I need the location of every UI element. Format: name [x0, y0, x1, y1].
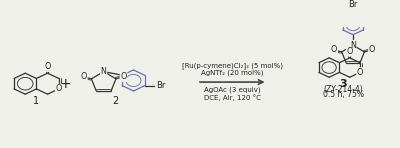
Text: O: O — [357, 68, 363, 77]
Text: O: O — [346, 47, 353, 56]
Text: AgNTf₂ (20 mol%): AgNTf₂ (20 mol%) — [201, 70, 264, 77]
Text: 1: 1 — [33, 96, 40, 106]
Text: N: N — [101, 67, 107, 76]
Text: O: O — [120, 72, 127, 81]
Text: O: O — [56, 85, 62, 93]
Text: O: O — [44, 62, 51, 71]
Text: 3: 3 — [340, 79, 347, 89]
Text: O: O — [44, 62, 51, 71]
Text: Br: Br — [348, 0, 358, 9]
Text: O: O — [331, 45, 337, 54]
Text: O: O — [346, 47, 353, 56]
Text: DCE, Air, 120 °C: DCE, Air, 120 °C — [204, 94, 261, 101]
Text: 2: 2 — [112, 96, 119, 106]
Text: O: O — [369, 45, 375, 54]
Text: O: O — [369, 45, 375, 54]
Text: O: O — [331, 45, 337, 54]
Text: O: O — [81, 72, 87, 81]
Text: Br: Br — [156, 81, 166, 90]
Text: O: O — [120, 72, 127, 81]
Text: (ZY-214-4): (ZY-214-4) — [324, 85, 363, 94]
Text: AgOAc (3 equiv): AgOAc (3 equiv) — [204, 87, 260, 93]
Text: N: N — [101, 67, 107, 76]
Text: N: N — [350, 41, 356, 50]
Text: O: O — [357, 68, 363, 77]
Text: O: O — [81, 72, 87, 81]
Text: 0.5 h, 75%: 0.5 h, 75% — [323, 90, 364, 99]
Text: +: + — [59, 77, 71, 91]
Text: [Ru(p-cymene)Cl₂]₂ (5 mol%): [Ru(p-cymene)Cl₂]₂ (5 mol%) — [182, 63, 283, 69]
Text: O: O — [56, 85, 62, 93]
Text: N: N — [350, 41, 356, 50]
